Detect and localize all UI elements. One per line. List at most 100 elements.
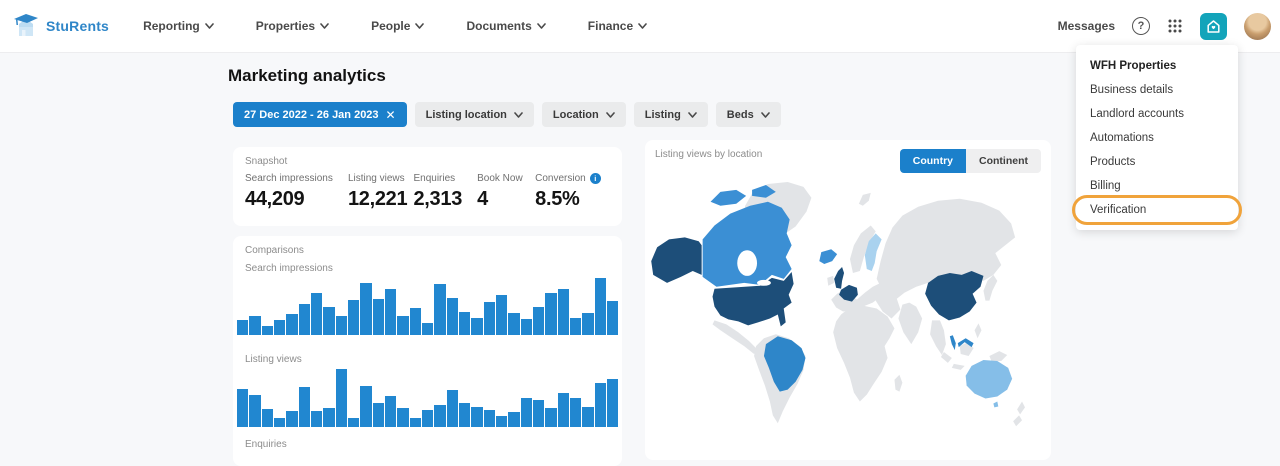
bar[interactable] [273,418,286,427]
help-icon[interactable]: ? [1132,17,1150,35]
bar[interactable] [495,416,508,427]
sturents-logo[interactable]: StuRents [10,10,109,42]
nav-item-documents[interactable]: Documents [466,19,546,33]
bar[interactable] [335,369,347,427]
bar[interactable] [249,395,261,427]
bar[interactable] [384,396,397,427]
country-brazil[interactable] [763,336,806,392]
bar[interactable] [532,307,545,335]
conversion-info-icon[interactable]: i [589,173,601,184]
bar[interactable] [261,409,273,427]
country-france[interactable] [839,284,858,302]
world-choropleth-map[interactable] [647,180,1049,446]
filter-chip-beds[interactable]: Beds [715,102,781,127]
bar[interactable] [298,387,310,427]
bar[interactable] [237,320,249,335]
country-canada[interactable] [710,189,747,206]
country-australia[interactable] [993,401,999,408]
bar[interactable] [421,410,434,427]
country-finland[interactable] [864,233,882,271]
account-menu-item-business-details[interactable]: Business details [1090,84,1174,96]
date-range-chip[interactable]: 27 Dec 2022 - 26 Jan 2023 ✕ [233,102,407,127]
bar[interactable] [310,293,323,335]
account-menu-item-verification[interactable]: Verification [1072,195,1242,225]
map-toggle-country[interactable]: Country [899,149,966,173]
listing-views-bar-chart[interactable] [237,369,619,427]
bar[interactable] [372,299,384,335]
bar[interactable] [545,293,557,335]
bar[interactable] [286,411,298,427]
bar[interactable] [606,379,619,427]
bar[interactable] [347,418,360,427]
map-toggle-continent[interactable]: Continent [966,149,1041,173]
bar[interactable] [520,319,532,335]
country-iceland[interactable] [819,249,838,265]
bar[interactable] [508,412,520,427]
bar[interactable] [360,386,372,427]
bar[interactable] [397,408,409,427]
bar[interactable] [569,398,582,427]
nav-item-people[interactable]: People [371,19,425,33]
bar[interactable] [261,326,273,335]
bar[interactable] [483,302,495,335]
bar[interactable] [409,308,421,335]
country-malaysia[interactable] [949,335,956,351]
bar[interactable] [545,408,557,427]
account-menu-item-products[interactable]: Products [1090,156,1136,168]
bar[interactable] [372,403,384,427]
country-australia[interactable] [965,359,1013,399]
property-app-icon[interactable] [1200,12,1227,40]
bar[interactable] [434,405,446,427]
bar[interactable] [569,318,582,335]
filter-chip-listing[interactable]: Listing [633,102,708,127]
bar[interactable] [323,408,335,427]
account-menu-item-automations[interactable]: Automations [1090,132,1154,144]
bar[interactable] [508,313,520,335]
bar[interactable] [557,289,569,335]
bar[interactable] [458,403,471,427]
country-canada[interactable] [752,184,776,198]
country-united-kingdom[interactable] [834,267,845,289]
bar[interactable] [384,289,397,335]
bar[interactable] [594,383,606,427]
bar[interactable] [434,284,446,335]
filter-chip-location[interactable]: Location [541,102,626,127]
bar[interactable] [582,313,594,335]
bar[interactable] [606,301,619,335]
bar[interactable] [582,407,594,427]
bar[interactable] [310,411,323,427]
bar[interactable] [594,278,606,335]
bar[interactable] [397,316,409,335]
bar[interactable] [471,318,483,335]
messages-link[interactable]: Messages [1057,19,1115,33]
bar[interactable] [446,390,458,427]
bar[interactable] [471,407,483,427]
bar[interactable] [520,398,532,427]
bar[interactable] [323,307,335,335]
apps-grid-icon[interactable] [1167,18,1183,34]
bar[interactable] [532,400,545,427]
bar[interactable] [421,323,434,335]
account-menu-item-landlord-accounts[interactable]: Landlord accounts [1090,108,1184,120]
country-alaska-us[interactable] [651,237,702,283]
nav-item-finance[interactable]: Finance [588,19,647,33]
bar[interactable] [298,304,310,335]
bar[interactable] [249,316,261,335]
bar[interactable] [446,298,458,335]
search-impressions-bar-chart[interactable] [237,278,619,335]
filter-chip-listing-location[interactable]: Listing location [414,102,534,127]
country-canada[interactable] [702,201,792,287]
bar[interactable] [237,389,249,427]
country-china[interactable] [925,270,984,321]
bar[interactable] [360,283,372,335]
account-menu-item-billing[interactable]: Billing [1090,180,1121,192]
country-united-states[interactable] [712,271,794,327]
clear-date-icon[interactable]: ✕ [385,107,396,122]
bar[interactable] [557,393,569,427]
country-malaysia[interactable] [957,338,974,348]
bar[interactable] [335,316,347,335]
nav-item-reporting[interactable]: Reporting [143,19,214,33]
bar[interactable] [495,295,508,335]
nav-item-properties[interactable]: Properties [256,19,329,33]
bar[interactable] [483,410,495,427]
